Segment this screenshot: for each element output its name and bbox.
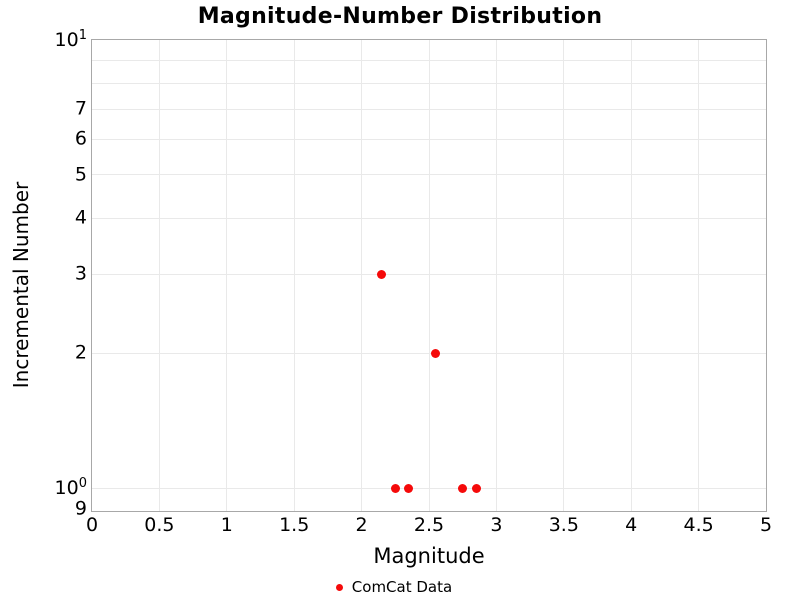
x-tick-label: 1 (220, 514, 233, 536)
data-point (390, 483, 400, 493)
v-gridline (428, 40, 430, 511)
x-tick-label: 2 (355, 514, 368, 536)
x-tick-label: 1.5 (279, 514, 310, 536)
v-gridline (495, 40, 497, 511)
y-tick-label: 2 (74, 341, 87, 364)
v-gridline (293, 40, 295, 511)
data-point (431, 348, 441, 358)
v-gridline (630, 40, 632, 511)
v-gridline (698, 40, 700, 511)
y-tick-label: 7 (74, 97, 87, 120)
x-tick-label: 0.5 (144, 514, 175, 536)
chart-title: Magnitude-Number Distribution (197, 4, 603, 29)
legend: ComCat Data (0, 578, 788, 596)
v-gridline (158, 40, 160, 511)
x-tick-label: 4.5 (683, 514, 714, 536)
x-tick-label: 0 (85, 514, 99, 536)
x-tick-label: 2.5 (413, 514, 445, 536)
x-tick-layer: 0 0.5 1 1.5 2 2.5 3 3.5 4 4.5 5 (86, 514, 772, 538)
x-tick-label: 4 (625, 514, 638, 536)
data-point (404, 483, 414, 493)
y-tick-label: 101 (54, 28, 87, 52)
x-tick-label: 5 (759, 514, 773, 536)
y-tick-label: 5 (74, 163, 87, 186)
y-tick-label: 4 (74, 206, 87, 229)
x-tick-label: 3.5 (548, 514, 579, 536)
v-gridline (361, 40, 363, 511)
x-tick-label: 3 (490, 514, 503, 536)
plot-area (91, 39, 767, 512)
y-tick-label: 9 (74, 497, 87, 520)
y-tick-label: 3 (74, 262, 87, 285)
y-tick-layer: 101 7 6 5 4 3 2 100 9 (0, 28, 87, 519)
y-tick-label: 100 (54, 476, 87, 500)
v-gridline (226, 40, 228, 511)
data-point (377, 269, 387, 279)
legend-marker-icon (335, 583, 343, 591)
v-gridline (563, 40, 565, 511)
data-point (471, 483, 481, 493)
legend-label: ComCat Data (351, 578, 453, 596)
y-tick-label: 6 (74, 128, 87, 151)
data-point (458, 483, 468, 493)
x-axis-title: Magnitude (373, 544, 485, 568)
